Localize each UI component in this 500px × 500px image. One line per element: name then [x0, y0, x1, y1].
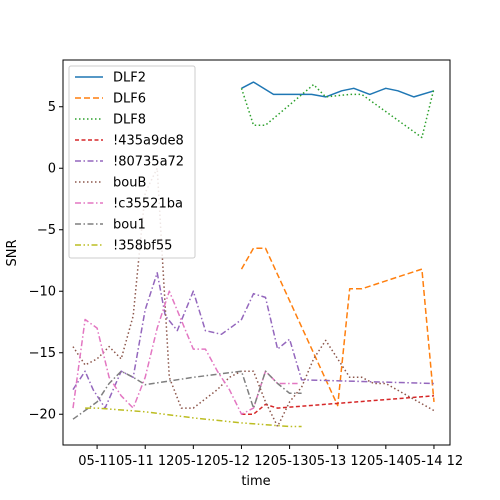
y-tick-label: −5 [37, 223, 56, 238]
y-tick-label: −20 [29, 408, 56, 423]
x-tick-label: 05-12 12 [212, 454, 270, 469]
y-tick-label: −15 [29, 346, 56, 361]
axes-frame [62, 59, 451, 446]
series-line-2 [240, 83, 435, 139]
x-tick-label: 05-11 12 [116, 454, 174, 469]
x-tick-label: 05-13 12 [308, 454, 366, 469]
series-line-5 [72, 167, 435, 428]
legend-label-7: bou1 [113, 218, 146, 233]
x-tick-label: 05-11 [78, 454, 116, 469]
legend-label-8: !358bf55 [113, 239, 172, 254]
x-tick-label: 05-14 12 [405, 454, 463, 469]
legend-label-3: !435a9de8 [113, 134, 184, 149]
legend-label-1: DLF6 [113, 92, 146, 107]
x-tick-label: 05-12 [174, 454, 212, 469]
x-axis: 05-11 05-11 12 05-12 05-12 12 05-13 05-13 12 0… [78, 445, 463, 469]
legend-label-2: DLF8 [113, 113, 146, 128]
series-layer [72, 81, 435, 428]
series-line-7 [72, 370, 302, 420]
y-tick-label: 0 [48, 162, 56, 177]
series-line-1 [240, 247, 435, 407]
series-line-4 [72, 272, 435, 409]
legend: DLF2 DLF6 DLF8 !435a9de8 !80735a72 bouB !c3552… [68, 65, 196, 259]
y-axis: 5 0 −5 −10 −15 −20 [29, 100, 63, 423]
legend-box [68, 65, 196, 259]
legend-label-6: !c35521ba [113, 197, 183, 212]
series-line-8 [85, 407, 302, 428]
series-line-3 [241, 395, 435, 415]
legend-label-0: DLF2 [113, 71, 146, 86]
y-axis-label: SNR [5, 239, 20, 266]
y-tick-label: −10 [29, 285, 56, 300]
x-tick-label: 05-14 [367, 454, 405, 469]
y-tick-label: 5 [48, 100, 56, 115]
x-tick-label: 05-13 [271, 454, 309, 469]
legend-label-5: bouB [113, 176, 146, 191]
series-line-0 [241, 81, 435, 98]
legend-label-4: !80735a72 [113, 155, 184, 170]
x-axis-label: time [241, 474, 270, 489]
